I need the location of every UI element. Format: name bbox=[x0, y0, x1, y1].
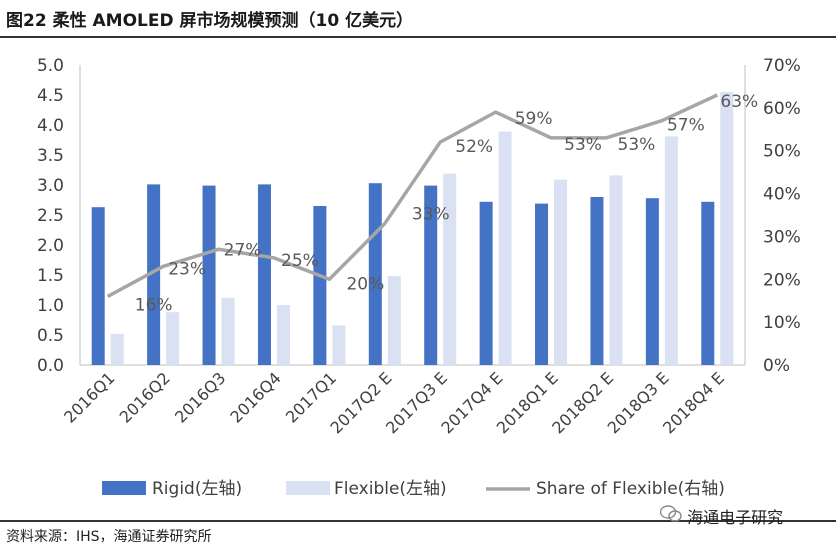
share-data-label: 53% bbox=[618, 135, 656, 155]
share-data-label: 57% bbox=[667, 116, 705, 136]
flexible-bar bbox=[110, 333, 124, 365]
left-axis-tick-label: 0.0 bbox=[37, 356, 64, 376]
share-data-label: 53% bbox=[564, 135, 602, 155]
flexible-bar bbox=[166, 312, 180, 365]
left-axis-tick-label: 1.5 bbox=[37, 266, 64, 286]
right-axis-tick-label: 70% bbox=[763, 56, 801, 76]
rigid-bar bbox=[535, 203, 549, 365]
flexible-bar bbox=[221, 297, 235, 365]
share-data-label: 33% bbox=[412, 205, 450, 225]
flexible-bar bbox=[498, 131, 512, 365]
flexible-bar bbox=[332, 325, 346, 365]
rigid-bar bbox=[91, 207, 105, 365]
right-axis-tick-label: 0% bbox=[763, 356, 790, 376]
right-axis-tick-label: 30% bbox=[763, 227, 801, 247]
rigid-bar bbox=[479, 201, 493, 365]
legend-label-rigid: Rigid(左轴) bbox=[152, 479, 242, 499]
x-axis-tick-label: 2016Q1 bbox=[60, 368, 118, 426]
flexible-bar bbox=[720, 92, 734, 365]
rigid-bar bbox=[313, 206, 327, 365]
right-axis-tick-label: 20% bbox=[763, 270, 801, 290]
left-axis-tick-label: 2.0 bbox=[37, 236, 64, 256]
share-line bbox=[106, 93, 719, 298]
share-data-label: 52% bbox=[455, 137, 493, 157]
rigid-bar bbox=[590, 197, 604, 365]
rigid-bar bbox=[645, 198, 659, 365]
left-axis-tick-label: 3.5 bbox=[37, 146, 64, 166]
wechat-icon bbox=[659, 505, 687, 527]
legend-label-flexible: Flexible(左轴) bbox=[334, 479, 447, 499]
flexible-bar bbox=[609, 175, 623, 365]
rigid-bar bbox=[202, 185, 216, 365]
flexible-bar bbox=[443, 173, 457, 365]
title-divider bbox=[0, 36, 836, 38]
flexible-bar bbox=[276, 305, 290, 365]
x-axis-tick-label: 2016Q2 bbox=[116, 368, 174, 426]
flexible-bar bbox=[387, 276, 401, 365]
legend-swatch-rigid bbox=[102, 481, 146, 495]
rigid-bar bbox=[701, 201, 715, 365]
left-axis-tick-label: 2.5 bbox=[37, 206, 64, 226]
x-axis-tick-label: 2016Q3 bbox=[171, 368, 229, 426]
share-data-label: 20% bbox=[346, 274, 384, 294]
x-axis-tick-label: 2016Q4 bbox=[226, 368, 284, 426]
rigid-bar bbox=[147, 184, 161, 365]
flexible-bar bbox=[664, 136, 678, 365]
left-axis-tick-label: 3.0 bbox=[37, 176, 64, 196]
footer-divider bbox=[0, 520, 836, 522]
right-axis-tick-label: 10% bbox=[763, 313, 801, 333]
left-axis-tick-label: 4.5 bbox=[37, 86, 64, 106]
rigid-bar bbox=[424, 185, 438, 365]
watermark: 海通电子研究 bbox=[659, 504, 784, 528]
left-axis-tick-label: 1.0 bbox=[37, 296, 64, 316]
share-data-label: 16% bbox=[135, 295, 173, 315]
right-axis-tick-label: 60% bbox=[763, 99, 801, 119]
share-data-label: 25% bbox=[281, 251, 319, 271]
watermark-text: 海通电子研究 bbox=[687, 508, 784, 527]
rigid-bar bbox=[257, 184, 271, 365]
chart-title: 图22 柔性 AMOLED 屏市场规模预测（10 亿美元） bbox=[6, 11, 414, 31]
left-axis-tick-label: 5.0 bbox=[37, 56, 64, 76]
left-axis-tick-label: 0.5 bbox=[37, 326, 64, 346]
right-axis-tick-label: 50% bbox=[763, 142, 801, 162]
left-axis-tick-label: 4.0 bbox=[37, 116, 64, 136]
right-axis-tick-label: 40% bbox=[763, 185, 801, 205]
source-note: 资料来源：IHS，海通证券研究所 bbox=[6, 529, 212, 545]
legend-label-share: Share of Flexible(右轴) bbox=[536, 479, 725, 499]
share-data-label: 59% bbox=[515, 109, 553, 129]
legend-swatch-flexible bbox=[286, 481, 330, 495]
share-data-label: 27% bbox=[224, 240, 262, 260]
share-data-label: 63% bbox=[720, 92, 758, 112]
flexible-bar bbox=[554, 179, 568, 365]
share-data-label: 23% bbox=[168, 259, 206, 279]
